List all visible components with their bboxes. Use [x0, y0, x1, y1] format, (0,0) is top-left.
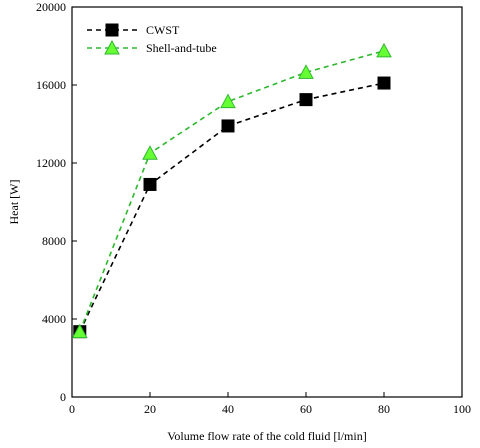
y-tick-label: 12000: [36, 156, 66, 170]
y-tick-label: 8000: [42, 234, 66, 248]
data-point-series-2: [220, 93, 236, 109]
y-tick-label: 16000: [36, 78, 66, 92]
x-tick-label: 20: [144, 402, 156, 416]
data-point-series-2: [142, 145, 158, 160]
series-line-1: [79, 82, 385, 333]
x-axis-title: Volume flow rate of the cold fluid [l/mi…: [167, 429, 366, 443]
legend: CWST Shell-and-tube: [87, 23, 217, 55]
y-axis-title: Heat [W]: [7, 180, 21, 225]
data-point-series-2: [376, 42, 392, 58]
y-tick-label: 4000: [42, 312, 66, 326]
series-line-2: [79, 50, 385, 332]
data-point-series-2: [71, 323, 88, 339]
data-point-series-1: [221, 119, 235, 133]
legend-label: Shell-and-tube: [146, 41, 217, 55]
data-point-series-1: [377, 76, 391, 90]
y-tick-label: 0: [60, 390, 66, 404]
data-point-series-1: [299, 93, 313, 107]
legend-label: CWST: [146, 23, 180, 37]
x-tick-label: 80: [378, 402, 390, 416]
x-tick-label: 0: [69, 402, 75, 416]
x-tick-label: 100: [453, 402, 471, 416]
x-tick-label: 60: [300, 402, 312, 416]
y-tick-label: 20000: [36, 0, 66, 14]
x-tick-label: 40: [222, 402, 234, 416]
data-point-series-2: [298, 64, 314, 79]
plot-frame: [71, 6, 463, 398]
legend-marker: [105, 23, 119, 37]
legend-marker: [104, 39, 120, 55]
data-point-series-1: [143, 177, 157, 191]
